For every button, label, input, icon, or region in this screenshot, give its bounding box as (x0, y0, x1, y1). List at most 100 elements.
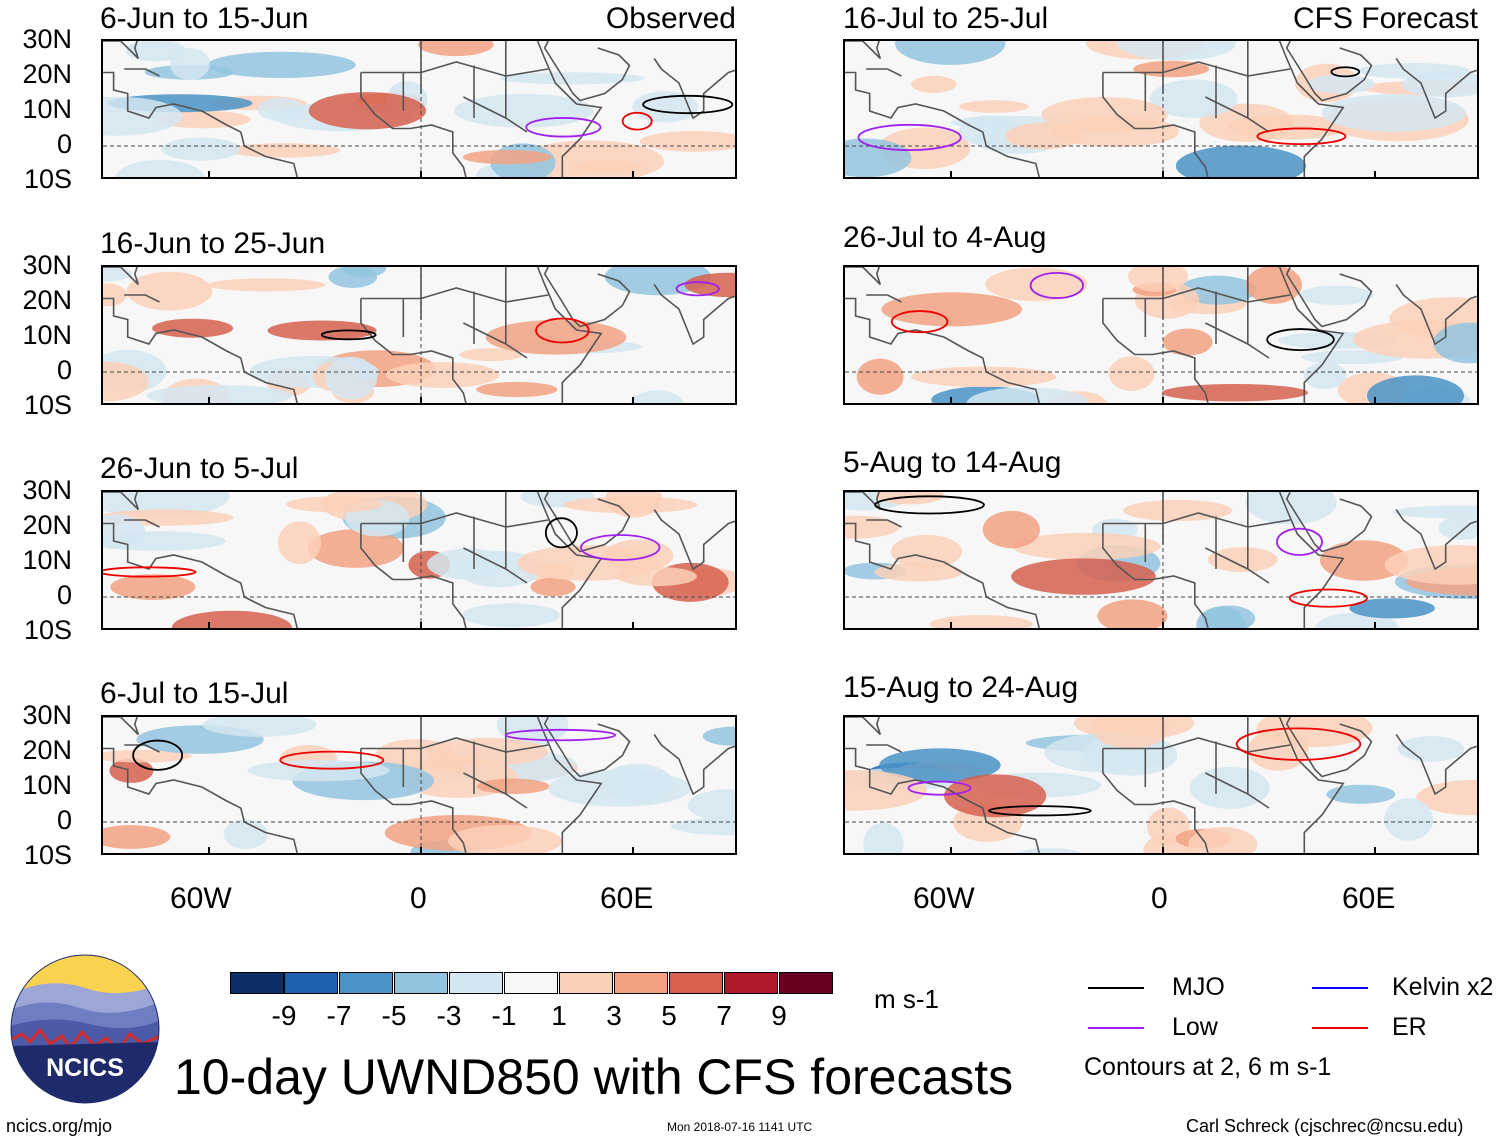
map-panel-obs-2 (101, 265, 737, 405)
coastline (124, 519, 160, 528)
coastline (866, 68, 902, 77)
coastline (505, 744, 549, 794)
coastline (536, 717, 603, 853)
coastline (1278, 717, 1345, 853)
positive-anomaly (171, 610, 292, 628)
positive-anomaly (875, 492, 944, 505)
footer-author[interactable]: Carl Schreck (cjschrec@ncsu.edu) (1186, 1116, 1464, 1136)
positive-anomaly (152, 318, 234, 338)
footer-url[interactable]: ncics.org/mjo (6, 1116, 113, 1136)
wave-contour (890, 310, 949, 334)
coastline (103, 41, 140, 60)
coastline (536, 41, 603, 177)
positive-anomaly (1320, 540, 1408, 581)
negative-anomaly (894, 41, 1006, 65)
coastline (103, 492, 140, 511)
colorbar-label: -3 (436, 1000, 462, 1031)
lon-tick (632, 847, 634, 853)
negative-anomaly (548, 770, 692, 807)
wave-contour (132, 739, 184, 771)
wave-contour (1029, 271, 1084, 299)
positive-anomaly (447, 825, 562, 853)
coastline (1205, 322, 1270, 359)
lon-tick (632, 171, 634, 177)
lon-tick (1374, 397, 1376, 403)
positive-anomaly (103, 825, 171, 849)
coastline (845, 492, 882, 511)
coastline (1247, 744, 1291, 794)
negative-anomaly (670, 817, 735, 836)
negative-anomaly (1326, 784, 1396, 804)
colorbar-swatch (779, 972, 833, 994)
lon-tick (1374, 622, 1376, 628)
coastline (536, 267, 603, 403)
lon-tick (1162, 847, 1164, 853)
coastline (1395, 58, 1477, 120)
coastline (1102, 267, 1249, 304)
colorbar-label: -5 (381, 1000, 407, 1031)
negative-anomaly (1117, 41, 1237, 61)
lat-label: 20N (22, 735, 72, 765)
colorbar-label: -1 (491, 1000, 517, 1031)
colorbar-swatch (230, 972, 284, 994)
lon-label-right-0: 0 (1151, 882, 1168, 915)
footer-timestamp: Mon 2018-07-16 1141 UTC (667, 1120, 813, 1134)
coastline (1102, 492, 1249, 529)
negative-anomaly (845, 138, 912, 177)
negative-anomaly (454, 94, 594, 128)
positive-anomaly (1128, 267, 1188, 292)
positive-anomaly (109, 758, 154, 783)
lon-tick (1374, 847, 1376, 853)
panel-title-obs-1: 6-Jun to 15-Jun (100, 2, 309, 35)
positive-anomaly (308, 529, 404, 568)
legend-label-kelvin: Kelvin x2 (1392, 973, 1494, 1001)
negative-anomaly (499, 72, 645, 85)
wave-contour (1266, 328, 1335, 351)
forecast-label: CFS Forecast (1292, 2, 1478, 35)
coastline (1395, 284, 1477, 346)
negative-anomaly (328, 267, 378, 288)
lon-label-left-60w: 60W (170, 882, 232, 915)
map-panel-fcst-2 (843, 265, 1479, 405)
coastline (845, 747, 1040, 853)
negative-anomaly (125, 41, 186, 62)
panel-title-fcst-2: 26-Jul to 4-Aug (843, 221, 1047, 254)
positive-anomaly (1416, 780, 1477, 816)
positive-anomaly (911, 366, 1057, 388)
map-field (103, 267, 735, 403)
positive-anomaly (517, 545, 659, 581)
negative-anomaly (223, 819, 268, 849)
wave-contour (320, 329, 377, 341)
lat-label: 10N (22, 545, 72, 575)
positive-anomaly (1162, 328, 1213, 356)
positive-anomaly (110, 574, 196, 600)
coastline (124, 68, 160, 77)
lat-label: 10N (22, 320, 72, 350)
coastline (1102, 41, 1249, 78)
negative-anomaly (1202, 605, 1256, 628)
wave-contour (535, 317, 590, 344)
coastline (360, 41, 507, 78)
logo-text: NCICS (46, 1054, 124, 1082)
positive-anomaly (1092, 717, 1170, 749)
positive-anomaly (476, 778, 550, 794)
lat-label: 20N (22, 59, 72, 89)
map-field (103, 717, 735, 853)
ncics-logo[interactable]: NCICS (10, 954, 160, 1109)
wave-contour (642, 94, 734, 115)
negative-anomaly (115, 159, 205, 177)
coastline (1285, 492, 1373, 553)
coastline (653, 509, 735, 571)
coastline (505, 294, 549, 344)
negative-anomaly (1175, 145, 1306, 177)
wave-contour (1276, 527, 1323, 556)
map-panel-obs-3 (101, 490, 737, 630)
coastline (103, 717, 140, 736)
wave-contour (1288, 588, 1368, 608)
coastline (103, 71, 298, 177)
panel-title-fcst-3: 5-Aug to 14-Aug (843, 446, 1062, 479)
coastline (1247, 68, 1291, 118)
panel-title-fcst-1: 16-Jul to 25-Jul (843, 2, 1049, 35)
lat-label: 20N (22, 510, 72, 540)
negative-anomaly (632, 91, 699, 123)
